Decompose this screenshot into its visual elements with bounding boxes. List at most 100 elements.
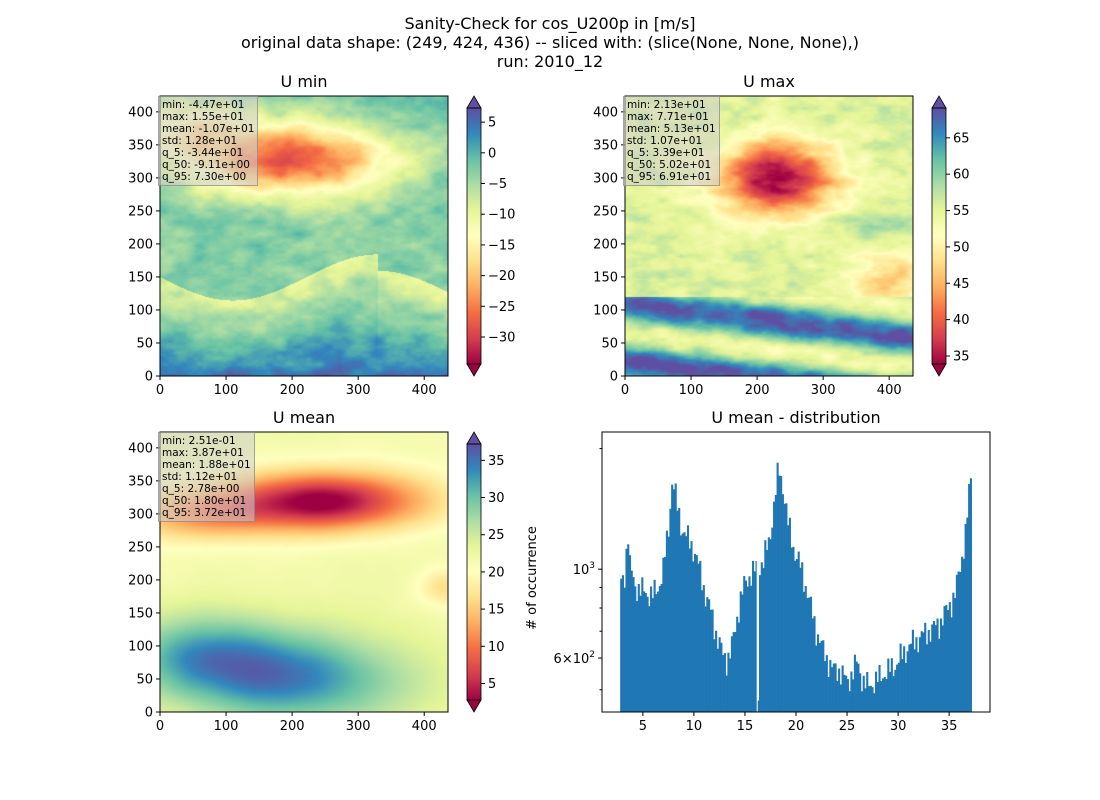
histogram-bar — [664, 556, 667, 712]
histogram-bar — [931, 624, 934, 712]
histogram-bar — [934, 625, 937, 712]
histogram-bar — [671, 484, 674, 712]
histogram-bar — [699, 560, 702, 712]
histogram-bar — [866, 672, 869, 712]
histogram-bar — [774, 495, 777, 712]
histogram-bar — [627, 544, 630, 712]
distribution-xtick-label: 20 — [788, 719, 805, 734]
histogram-bar — [706, 597, 709, 712]
distribution-title: U mean - distribution — [711, 408, 881, 427]
suptitle-line-3: run: 2010_12 — [496, 52, 604, 71]
umean-title: U mean — [272, 408, 336, 427]
histogram-bar — [709, 609, 712, 712]
histogram-bar — [890, 658, 893, 712]
distribution-xtick-label: 30 — [890, 719, 907, 734]
histogram-bar — [648, 606, 651, 712]
histogram-bar — [948, 602, 951, 712]
histogram-bar — [824, 661, 827, 712]
umean-ytick-label: 0 — [145, 706, 153, 721]
histogram-bar — [962, 558, 965, 712]
histogram-bar — [787, 525, 790, 712]
histogram-bar — [924, 622, 927, 712]
histogram-bar — [634, 586, 637, 712]
histogram-bar — [669, 508, 672, 712]
umin-colorbar-extend-bottom — [466, 363, 482, 377]
histogram-bar — [815, 645, 818, 712]
umin-xtick-label: 0 — [156, 383, 164, 398]
histogram-bar — [802, 591, 806, 712]
histogram-bar — [621, 575, 625, 712]
histogram-bar — [630, 570, 633, 712]
histogram-bar — [729, 658, 732, 712]
histogram-bar — [695, 555, 698, 712]
histogram-bar — [860, 691, 864, 712]
histogram-bar — [867, 686, 871, 712]
umax-colorbar-extend-top — [931, 95, 947, 109]
umax-xtick-label: 200 — [745, 383, 770, 398]
histogram-bar — [936, 618, 939, 712]
histogram-bar — [927, 629, 930, 712]
umean-xtick-label: 0 — [156, 719, 164, 734]
umax-ytick-label: 400 — [593, 105, 618, 120]
histogram-bar — [873, 693, 876, 712]
histogram-bar — [692, 561, 695, 712]
distribution-ytick-label: 6×102 — [554, 650, 595, 667]
histogram-bar — [855, 661, 858, 712]
histogram-bar — [643, 591, 646, 712]
histogram-bar — [876, 681, 879, 712]
histogram-bar — [716, 648, 719, 712]
histogram-bar — [781, 494, 784, 712]
histogram-bar — [943, 606, 946, 712]
histogram-bar — [744, 580, 748, 712]
histogram-bar — [966, 517, 969, 712]
distribution-xtick-label: 25 — [839, 719, 856, 734]
umax-stat-q95: q_95: 6.91e+01 — [627, 171, 712, 183]
histogram-bar — [908, 644, 911, 712]
histogram-bar — [822, 640, 825, 712]
histogram-bar — [969, 478, 972, 712]
umax-ytick-label: 250 — [593, 204, 618, 219]
umax-colorbar — [932, 108, 946, 364]
histogram-bar — [827, 677, 830, 712]
histogram-bar — [862, 675, 865, 712]
umean-colorbar-tick-label: 35 — [488, 454, 505, 469]
histogram-bar — [676, 510, 679, 712]
umin-xtick-label: 100 — [214, 383, 239, 398]
histogram-bar — [939, 618, 943, 712]
umax-colorbar-frame — [931, 107, 947, 365]
histogram-bar — [780, 476, 783, 712]
histogram-bar — [632, 577, 635, 712]
umean-colorbar-tick-label: 25 — [488, 528, 505, 543]
umean-ytick-label: 300 — [128, 507, 153, 522]
histogram-bar — [941, 625, 944, 712]
umax-ytick-label: 350 — [593, 138, 618, 153]
histogram-bar — [834, 663, 837, 712]
histogram-bar — [947, 610, 950, 712]
histogram-bar — [897, 662, 900, 712]
histogram-bar — [746, 586, 749, 712]
histogram-bar — [938, 638, 941, 712]
umax-colorbar-tick-label: 50 — [953, 240, 970, 255]
histogram-bar — [788, 517, 791, 712]
umax-ytick-label: 300 — [593, 171, 618, 186]
histogram-bar — [836, 680, 839, 712]
umin-ytick-label: 100 — [128, 303, 153, 318]
histogram-bar — [785, 503, 788, 712]
histogram-bar — [910, 643, 913, 712]
histogram-bar — [628, 555, 632, 712]
histogram-bar — [903, 646, 906, 712]
umin-ytick-label: 0 — [145, 370, 153, 385]
umax-stats-box: min: 2.13e+01 max: 7.71e+01 mean: 5.13e+… — [623, 96, 720, 186]
histogram-bar — [843, 674, 846, 712]
histogram-bar — [871, 687, 874, 712]
histogram-bar — [776, 462, 779, 712]
histogram-bar — [816, 634, 820, 712]
umean-ytick-label: 200 — [128, 573, 153, 588]
histogram-bar — [720, 642, 723, 712]
umin-colorbar-tick-label: −15 — [488, 238, 515, 253]
histogram-bar — [653, 579, 656, 712]
histogram-bar — [883, 676, 886, 712]
histogram-bar — [751, 560, 755, 712]
umax-stat-std: std: 1.07e+01 — [627, 135, 703, 147]
umean-colorbar-tick-label: 5 — [488, 677, 496, 692]
